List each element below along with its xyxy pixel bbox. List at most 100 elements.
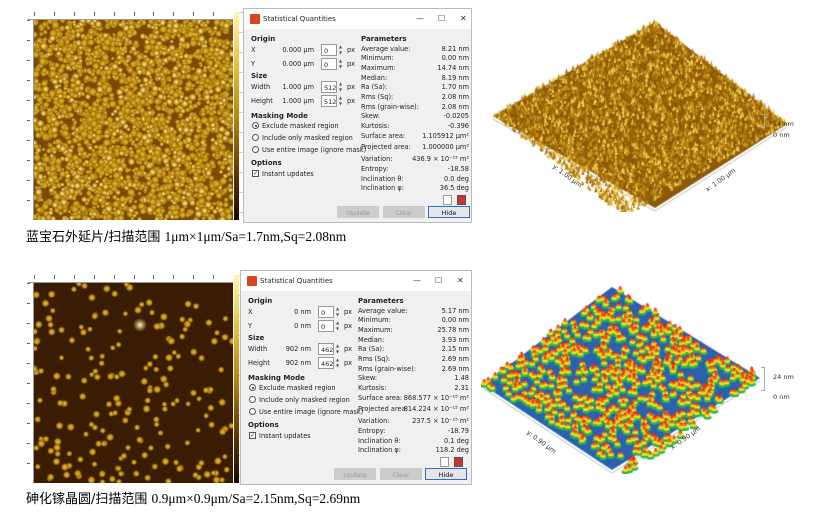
mask-option-radio[interactable] (252, 134, 259, 141)
width-spin-arrows[interactable]: ▲ ▼ (336, 343, 340, 354)
parameter-label: Surface area: (358, 394, 403, 402)
hide-button[interactable]: Hide (425, 468, 467, 480)
3d-surface-view (481, 279, 764, 474)
copy-icon[interactable] (440, 457, 449, 467)
figure-caption: 蓝宝石外延片/扫描范围 1μm×1μm/Sa=1.7nm,Sq=2.08nm (26, 226, 346, 245)
parameter-value: 868.577 × 10⁻¹⁵ m² (403, 394, 469, 402)
parameter-row: Inclination θ: 0.0 deg (361, 175, 470, 184)
width-spin-arrows[interactable]: ▲ ▼ (339, 81, 343, 92)
parameter-row: Average value: 8.21 nm (361, 45, 470, 54)
height-px-input[interactable]: 462 (318, 357, 334, 369)
ruler-tick (27, 40, 30, 41)
parameter-row: Surface area: 868.577 × 10⁻¹⁵ m² (358, 394, 470, 403)
y-spin-arrows[interactable]: ▲ ▼ (339, 58, 343, 69)
parameter-label: Kurtosis: (361, 122, 390, 130)
mask-option-radio[interactable] (249, 396, 256, 403)
parameter-value: 814.224 × 10⁻¹⁵ m² (403, 405, 469, 413)
width-px-input[interactable]: 462 (318, 343, 334, 355)
clear-button[interactable]: Clear (383, 206, 425, 218)
ruler-tick (173, 275, 175, 279)
parameter-value: 2.69 nm (441, 365, 469, 373)
parameter-value: 8.21 nm (441, 45, 469, 53)
parameter-value: 14.74 nm (437, 64, 469, 72)
parameter-label: Entropy: (361, 165, 389, 173)
z-max-label: 24 nm (773, 373, 794, 381)
parameter-row: Rms (Sq): 2.69 nm (358, 355, 470, 364)
parameter-label: Rms (Sq): (361, 93, 394, 101)
color-scale-bar (234, 275, 239, 483)
parameter-value: 1.48 (454, 374, 469, 382)
mask-option-radio[interactable] (249, 384, 256, 391)
mask-option-radio[interactable] (252, 122, 259, 129)
parameter-label: Inclination φ: (361, 184, 404, 192)
update-button[interactable]: Update (337, 206, 379, 218)
parameter-row: Inclination φ: 118.2 deg (358, 446, 470, 455)
ruler-tick (27, 100, 30, 101)
ruler-tick (133, 12, 135, 16)
update-button[interactable]: Update (334, 468, 376, 480)
parameters-header: Parameters (358, 297, 404, 305)
height-spin-arrows[interactable]: ▲ ▼ (339, 95, 343, 106)
maximize-button[interactable]: ☐ (438, 14, 446, 23)
x-px-input[interactable]: 0 (321, 44, 337, 56)
y-spin-arrows[interactable]: ▲ ▼ (336, 320, 340, 331)
mask-option-radio[interactable] (252, 146, 259, 153)
instant-updates-checkbox[interactable]: ✓ (249, 432, 256, 439)
ruler-tick (93, 275, 95, 279)
y-label: Y (251, 60, 256, 68)
parameter-value: 1.000000 µm² (422, 143, 469, 151)
hide-button[interactable]: Hide (428, 206, 470, 218)
ruler-tick (27, 383, 30, 384)
save-icon[interactable] (457, 195, 466, 205)
minimize-button[interactable]: — (416, 14, 424, 23)
width-value: 1.000 µm (282, 83, 314, 91)
height-px-unit: px (344, 359, 353, 367)
ruler-tick (27, 80, 30, 81)
3d-surface-view (491, 14, 791, 212)
y-px-input[interactable]: 0 (321, 58, 337, 70)
close-button[interactable]: ✕ (457, 276, 464, 285)
ruler-tick (27, 60, 30, 61)
parameter-value: 1.105912 µm² (422, 132, 469, 140)
parameter-row: Inclination θ: 0.1 deg (358, 437, 470, 446)
x-spin-arrows[interactable]: ▲ ▼ (339, 44, 343, 55)
masking-mode-header: Masking Mode (248, 374, 305, 382)
ruler-tick (53, 275, 55, 279)
instant-updates-checkbox[interactable]: ✓ (252, 170, 259, 177)
masking-mode-header: Masking Mode (251, 112, 308, 120)
ruler-tick (27, 423, 30, 424)
parameter-value: 2.31 (454, 384, 469, 392)
parameter-row: Rms (grain-wise): 2.69 nm (358, 365, 470, 374)
y-px-input[interactable]: 0 (318, 320, 334, 332)
mask-option-radio[interactable] (249, 408, 256, 415)
width-px-input[interactable]: 512 (321, 81, 337, 93)
copy-icon[interactable] (443, 195, 452, 205)
parameter-value: 5.17 nm (441, 307, 469, 315)
title-bar: Statistical Quantities — ☐ ✕ (244, 9, 471, 29)
height-px-input[interactable]: 512 (321, 95, 337, 107)
ruler-tick (113, 12, 115, 16)
width-value: 902 nm (285, 345, 311, 353)
height-label: Height (251, 97, 273, 105)
parameter-value: 1.70 nm (441, 83, 469, 91)
height-spin-arrows[interactable]: ▲ ▼ (336, 357, 340, 368)
parameter-row: Minimum: 0.00 nm (358, 316, 470, 325)
x-spin-arrows[interactable]: ▲ ▼ (336, 306, 340, 317)
x-px-input[interactable]: 0 (318, 306, 334, 318)
parameter-value: 3.93 nm (441, 336, 469, 344)
parameter-row: Rms (grain-wise): 2.08 nm (361, 103, 470, 112)
caption-text: 砷化镓晶圆/扫描范围 (26, 492, 152, 507)
color-scale-bar (234, 12, 239, 220)
ruler-tick (27, 120, 30, 121)
maximize-button[interactable]: ☐ (435, 276, 443, 285)
parameter-value: -18.79 (447, 427, 469, 435)
save-icon[interactable] (454, 457, 463, 467)
parameter-label: Median: (361, 74, 388, 82)
clear-button[interactable]: Clear (380, 468, 422, 480)
parameter-value: 0.1 deg (443, 437, 469, 445)
minimize-button[interactable]: — (413, 276, 421, 285)
close-button[interactable]: ✕ (460, 14, 467, 23)
size-header: Size (251, 72, 268, 80)
ruler-tick (53, 12, 55, 16)
z-min-label: 0 nm (773, 131, 790, 139)
